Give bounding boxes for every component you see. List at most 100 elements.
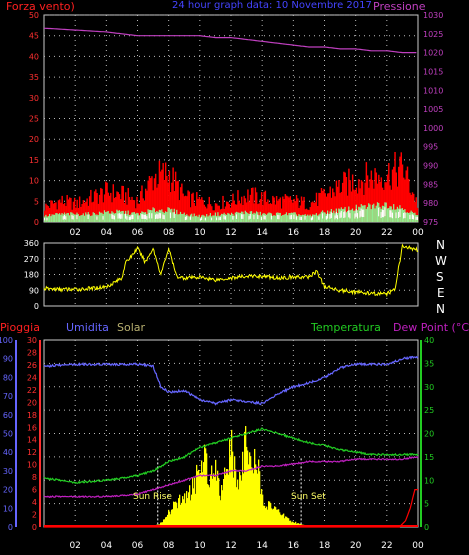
- wind-avg-bar: [58, 213, 61, 222]
- wind-gust-white: [117, 213, 119, 219]
- wind-gust-bar: [361, 181, 364, 222]
- wind-gust-white: [44, 217, 46, 221]
- wind-avg-bar: [406, 212, 409, 222]
- wind-gust-bar: [399, 156, 401, 222]
- humidity-axis-tick: 100: [0, 336, 13, 345]
- wind-avg-bar: [328, 213, 330, 222]
- wind-pressure-x-tick: 08: [163, 228, 175, 238]
- wind-gust-white: [335, 211, 337, 218]
- wind-gust-bar: [161, 169, 163, 222]
- wind-gust-bar: [369, 179, 371, 222]
- wind-gust-white: [300, 217, 303, 221]
- solar-bar: [162, 522, 164, 527]
- wind-avg-bar: [153, 208, 156, 222]
- wind-gust-bar: [58, 199, 61, 222]
- wind-avg-bar: [351, 208, 354, 222]
- wind-gust-white: [390, 210, 392, 218]
- solar-bar: [163, 519, 165, 527]
- wind-gust-bar: [273, 197, 275, 222]
- wind-gust-bar: [381, 187, 384, 222]
- wind-avg-bar: [116, 209, 118, 222]
- wind-avg-bar: [410, 210, 412, 222]
- solar-bar: [220, 500, 222, 527]
- wind-gust-bar: [346, 195, 349, 222]
- wind-gust-bar: [262, 205, 264, 222]
- wind-gust-bar: [341, 182, 344, 222]
- solar-bar: [265, 508, 267, 527]
- wind-gust-bar: [68, 197, 71, 222]
- wind-gust-white: [242, 214, 244, 219]
- wind-pressure-x-tick: 00: [412, 228, 424, 238]
- wind-gust-bar: [278, 199, 280, 222]
- solar-bar: [228, 474, 230, 527]
- wind-gust-white: [76, 214, 78, 220]
- wind-avg-bar: [309, 214, 311, 222]
- wind-avg-bar: [101, 212, 103, 222]
- humidity-axis-tick: 70: [3, 392, 13, 401]
- wind-gust-bar: [249, 194, 252, 222]
- wind-gust-white: [130, 216, 132, 220]
- wind-avg-bar: [317, 215, 319, 222]
- solar-bar: [245, 426, 247, 527]
- wind-avg-bar: [192, 216, 194, 222]
- wind-gust-bar: [288, 197, 290, 222]
- wind-gust-white: [120, 214, 122, 219]
- solar-bar: [223, 478, 225, 527]
- wind-gust-bar: [120, 199, 122, 222]
- temp-humidity-x-tick: 06: [132, 541, 144, 551]
- wind-gust-bar: [231, 202, 233, 222]
- wind-gust-white: [151, 213, 153, 219]
- wind-gust-white: [144, 214, 147, 220]
- wind-gust-bar: [187, 190, 189, 222]
- wind-gust-bar: [85, 201, 87, 222]
- wind-gust-white: [361, 209, 364, 218]
- wind-gust-white: [111, 213, 113, 219]
- wind-gust-bar: [198, 196, 201, 222]
- wind-gust-bar: [302, 200, 304, 222]
- pressure-axis-tick: 1020: [423, 49, 443, 58]
- solar-bar: [195, 493, 197, 527]
- temperature-line: [43, 427, 419, 485]
- solar-bar: [278, 509, 280, 527]
- wind-gust-bar: [110, 192, 112, 222]
- wind-gust-white: [219, 217, 222, 221]
- wind-gust-white: [204, 217, 207, 221]
- wind-direction-panel: 0 90 180 270 360: [24, 239, 419, 311]
- solar-bar: [274, 506, 276, 527]
- wind-gust-white: [146, 216, 148, 220]
- wind-gust-bar: [211, 206, 213, 222]
- solar-bar: [196, 464, 198, 527]
- wind-gust-bar: [92, 201, 95, 222]
- wind-gust-bar: [349, 180, 351, 222]
- wind-gust-bar: [130, 199, 132, 222]
- wind-gust-bar: [384, 182, 386, 222]
- wind-gust-bar: [123, 202, 126, 222]
- wind-gust-bar: [118, 194, 121, 222]
- wind-axis-tick: 40: [29, 52, 39, 61]
- wind-gust-white: [304, 216, 306, 220]
- rain-axis-tick: 8: [32, 473, 37, 482]
- wind-gust-bar: [207, 204, 209, 222]
- wind-gust-white: [224, 216, 227, 220]
- wind-gust-bar: [331, 188, 334, 222]
- wind-gust-white: [360, 208, 362, 217]
- wind-gust-white: [169, 212, 172, 219]
- wind-gust-white: [137, 215, 139, 220]
- wind-avg-bar: [50, 216, 52, 222]
- wind-gust-bar: [168, 170, 171, 222]
- wind-gust-bar: [317, 206, 319, 222]
- wind-axis-tick: 35: [29, 73, 39, 82]
- wind-gust-bar: [400, 152, 402, 222]
- wind-avg-bar: [106, 211, 108, 222]
- solar-bar: [222, 490, 224, 527]
- wind-avg-bar: [68, 215, 71, 222]
- solar-bar: [171, 509, 173, 527]
- solar-bar: [266, 506, 268, 527]
- wind-gust-white: [359, 210, 361, 218]
- wind-avg-bar: [123, 213, 126, 222]
- wind-gust-white: [71, 214, 73, 220]
- wind-avg-bar: [191, 213, 193, 222]
- wind-avg-bar: [182, 214, 184, 222]
- wind-avg-bar: [302, 214, 304, 222]
- wind-pressure-x-tick: 02: [69, 228, 80, 238]
